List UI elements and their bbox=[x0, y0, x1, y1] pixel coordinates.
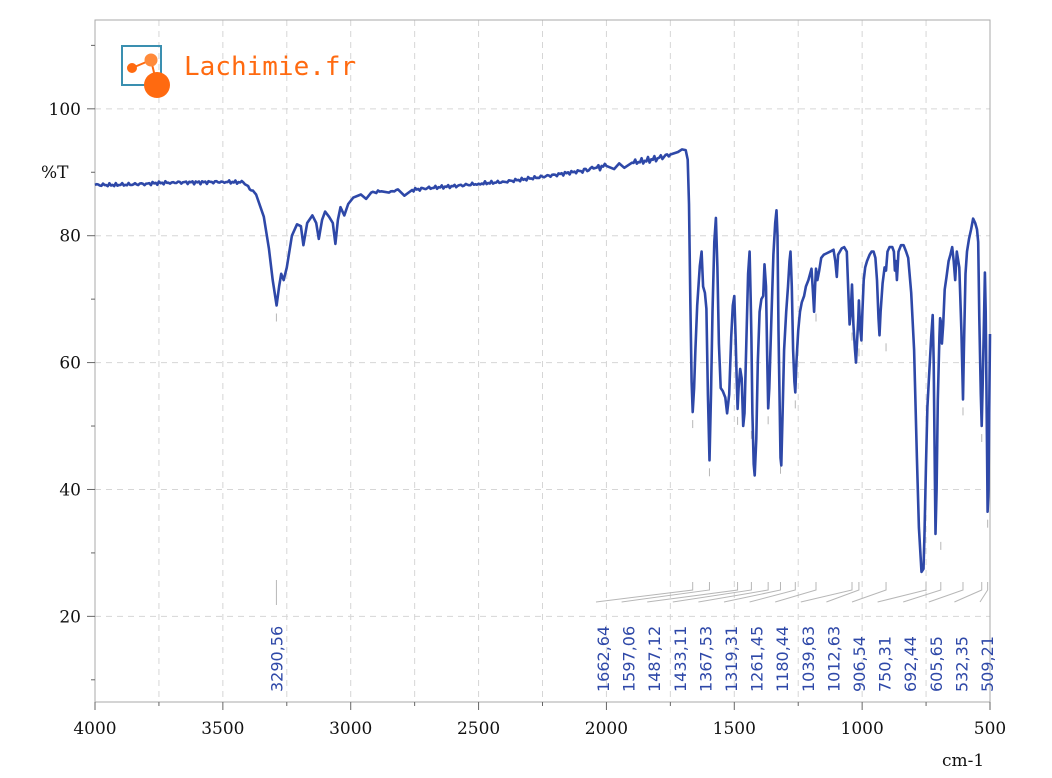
peak-leader bbox=[749, 582, 796, 603]
x-tick-label: 500 bbox=[974, 719, 1006, 739]
y-tick-label: 40 bbox=[59, 480, 81, 500]
logo: Lachimie.fr bbox=[121, 45, 356, 98]
y-tick-label: 20 bbox=[59, 607, 81, 627]
peak-label: 1597,06 bbox=[620, 626, 639, 692]
peak-label: 906,54 bbox=[850, 636, 869, 692]
peak-label: 692,44 bbox=[901, 636, 920, 692]
y-tick-label: 100 bbox=[49, 100, 81, 120]
peak-label: 1180,44 bbox=[773, 626, 792, 692]
logo-atom-large bbox=[144, 72, 170, 98]
y-tick-label: 60 bbox=[59, 354, 81, 374]
logo-frame bbox=[121, 45, 162, 86]
spectrum-line bbox=[94, 148, 992, 574]
spectrum-series bbox=[94, 148, 992, 574]
peak-leader bbox=[928, 582, 964, 603]
y-tick-label: 80 bbox=[59, 227, 81, 247]
grid-lines bbox=[95, 20, 990, 702]
peak-leader bbox=[826, 582, 860, 603]
peak-leader bbox=[979, 582, 989, 603]
peak-leader bbox=[903, 582, 942, 603]
logo-atom-medium bbox=[144, 53, 158, 67]
peak-label: 1433,11 bbox=[671, 626, 690, 692]
peak-label: 1012,63 bbox=[824, 626, 843, 692]
peak-label: 1039,63 bbox=[799, 626, 818, 692]
x-axis-title: cm-1 bbox=[942, 751, 984, 771]
peak-leader-lines bbox=[275, 313, 989, 605]
peak-label: 1319,31 bbox=[722, 626, 741, 692]
peak-leader bbox=[595, 582, 694, 603]
peak-leader bbox=[672, 582, 752, 603]
x-tick-label: 3500 bbox=[201, 719, 244, 739]
peak-leader bbox=[851, 582, 887, 603]
peak-label: 1662,64 bbox=[594, 626, 613, 692]
x-tick-label: 2000 bbox=[585, 719, 628, 739]
peak-label: 1487,12 bbox=[645, 626, 664, 692]
peak-leader bbox=[800, 582, 853, 603]
peak-label: 605,65 bbox=[927, 636, 946, 692]
peak-label: 1261,45 bbox=[748, 626, 767, 692]
peak-leader bbox=[723, 582, 781, 603]
logo-text: Lachimie.fr bbox=[184, 52, 356, 82]
peak-label: 3290,56 bbox=[267, 626, 286, 692]
x-tick-label: 2500 bbox=[457, 719, 500, 739]
peak-label: 750,31 bbox=[876, 636, 895, 692]
peak-leader bbox=[698, 582, 769, 603]
x-tick-label: 3000 bbox=[329, 719, 372, 739]
peak-label: 1367,53 bbox=[696, 626, 715, 692]
peak-leader bbox=[621, 582, 710, 603]
y-axis-title: %T bbox=[41, 163, 69, 183]
x-tick-label: 1500 bbox=[713, 719, 756, 739]
axes: 20 40 60 80 100 4000 3500 3000 2500 2000 1500 1000 5… bbox=[49, 19, 1006, 739]
peak-label: 509,21 bbox=[978, 636, 997, 692]
peak-leader bbox=[775, 582, 817, 603]
peak-label: 532,35 bbox=[952, 636, 971, 692]
peak-leader bbox=[877, 582, 927, 603]
peak-leader bbox=[647, 582, 739, 603]
logo-atom-small bbox=[127, 63, 137, 73]
x-tick-label: 4000 bbox=[73, 719, 116, 739]
peak-labels: 3290,56 1662,64 1597,06 1487,12 1433,11 1367,… bbox=[267, 626, 997, 692]
peak-leader bbox=[954, 582, 983, 603]
x-tick-label: 1000 bbox=[841, 719, 884, 739]
